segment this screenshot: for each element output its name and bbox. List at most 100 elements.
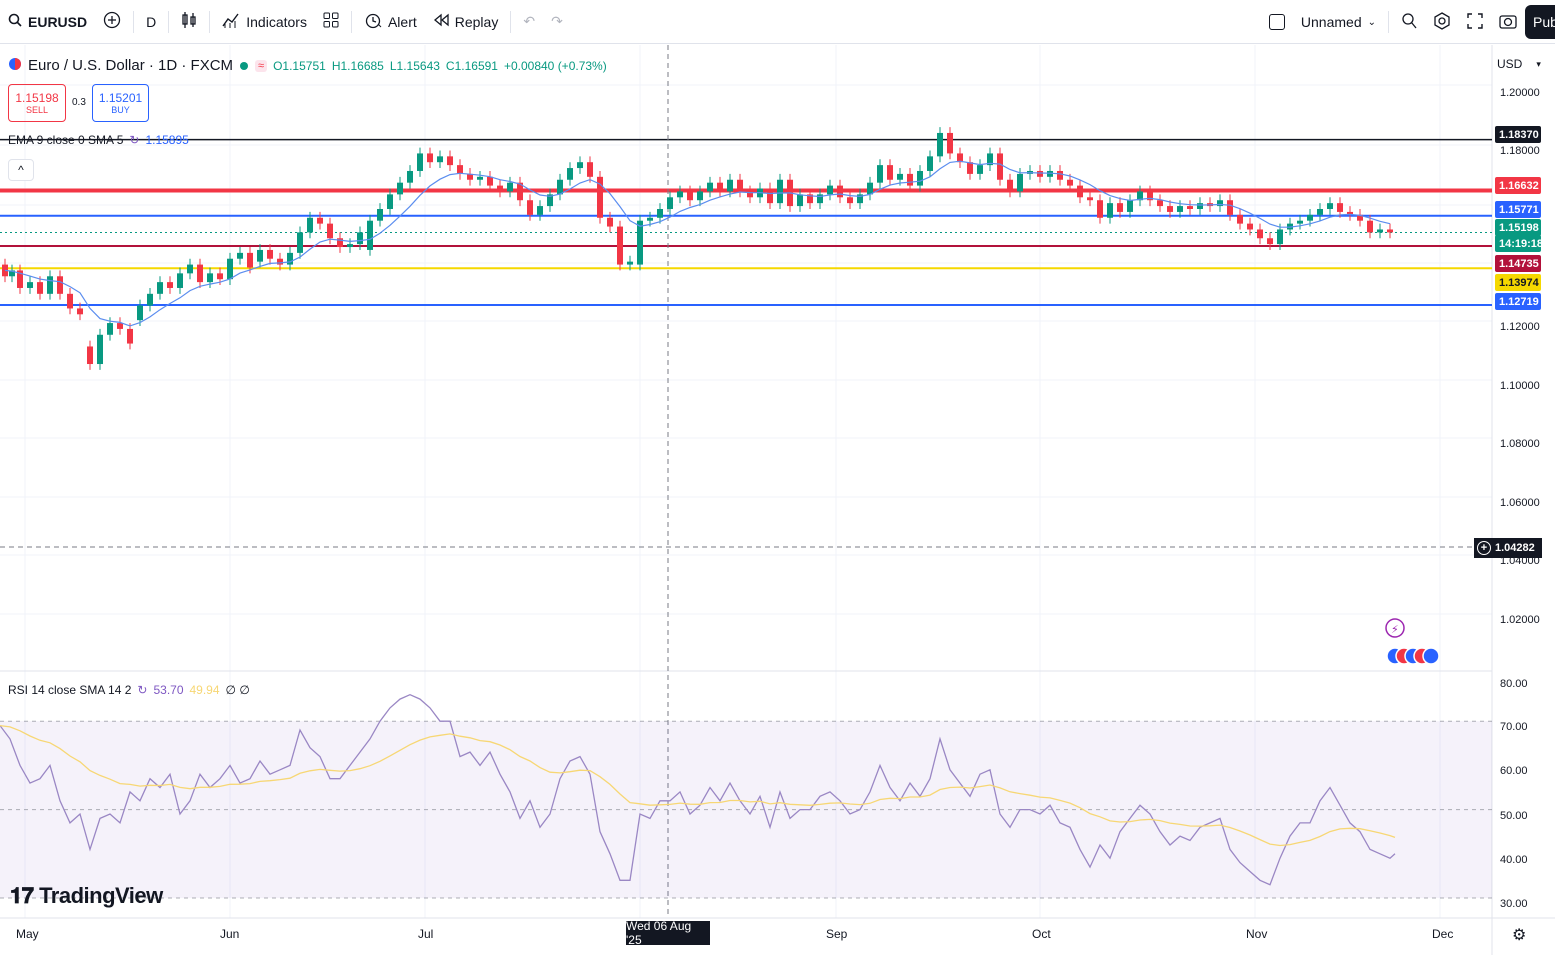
- redo-icon: ↷: [551, 13, 563, 29]
- chart-area[interactable]: ⚡ Euro / U.S. Dollar · 1D · FXCM ≈ O1.15…: [0, 45, 1555, 955]
- candle-body: [17, 270, 23, 288]
- fullscreen-button[interactable]: [1459, 0, 1491, 44]
- candle-body: [237, 252, 243, 259]
- candle-body: [137, 305, 143, 321]
- ema-legend[interactable]: EMA 9 close 0 SMA 5 ↻ 1.15895: [8, 133, 189, 147]
- candle-body: [67, 293, 73, 309]
- time-axis-label: Jun: [220, 927, 240, 941]
- candle-body: [697, 191, 703, 201]
- tradingview-logo: 𝟏𝟕 TradingView: [10, 883, 163, 909]
- layout-button[interactable]: Unnamed ⌄: [1261, 0, 1384, 44]
- candle-body: [427, 153, 433, 163]
- brand-name: TradingView: [39, 883, 163, 908]
- rsi-legend[interactable]: RSI 14 close SMA 14 2 ↻ 53.70 49.94 ∅ ∅: [8, 683, 250, 697]
- candle-body: [217, 273, 223, 280]
- candle-body: [197, 264, 203, 283]
- candle-body: [407, 170, 413, 183]
- candle-body: [467, 173, 473, 180]
- compare-button[interactable]: [95, 0, 129, 44]
- candle-body: [1117, 203, 1123, 212]
- price-tag: 1.13974: [1495, 274, 1541, 291]
- candle-body: [1157, 200, 1163, 207]
- replay-button[interactable]: Replay: [425, 0, 507, 44]
- chart-canvas[interactable]: ⚡: [0, 45, 1555, 955]
- candle-body: [1237, 214, 1243, 224]
- candle-body: [1137, 191, 1143, 201]
- candle-body: [857, 194, 863, 204]
- rsi-line: [0, 693, 1396, 886]
- axis-settings-icon[interactable]: ⚙: [1512, 927, 1527, 944]
- indicators-icon: [222, 11, 240, 32]
- candle-body: [657, 209, 663, 218]
- rsi-axis-label: 80.00: [1500, 678, 1528, 690]
- rewind-icon: [433, 13, 449, 30]
- candle-body: [87, 346, 93, 365]
- candle-body: [1387, 229, 1393, 233]
- buy-label: BUY: [111, 105, 130, 115]
- chevron-down-icon: ▾: [1536, 58, 1541, 69]
- collapse-legend-button[interactable]: ^: [8, 159, 34, 181]
- sell-button[interactable]: 1.15198 SELL: [8, 84, 66, 122]
- quick-search-button[interactable]: [1393, 0, 1425, 44]
- candle-body: [627, 261, 633, 265]
- candle-body: [497, 185, 503, 192]
- rsi-axis-label: 60.00: [1500, 765, 1528, 777]
- settings-button[interactable]: [1425, 0, 1459, 44]
- add-alert-icon[interactable]: +: [1477, 541, 1491, 555]
- ohlc-low: L1.15643: [389, 58, 440, 73]
- candle-body: [1097, 200, 1103, 218]
- candle-body: [167, 282, 173, 288]
- candle-body: [1077, 185, 1083, 198]
- buy-button[interactable]: 1.15201 BUY: [92, 84, 149, 122]
- candle-body: [547, 194, 553, 207]
- data-status-icon: ≈: [255, 59, 268, 72]
- candle-body: [557, 179, 563, 195]
- rsi-axis-label: 70.00: [1500, 721, 1528, 733]
- undo-button[interactable]: ↶: [515, 0, 543, 44]
- lightning-icon: [1385, 618, 1405, 638]
- loading-icon: ↻: [129, 133, 140, 147]
- symbol-title[interactable]: Euro / U.S. Dollar · 1D · FXCM: [28, 57, 234, 74]
- candle-body: [457, 165, 463, 174]
- ohlc-high: H1.16685: [331, 58, 384, 73]
- ohlc-close: C1.16591: [445, 58, 498, 73]
- candle-body: [797, 194, 803, 207]
- candle-body: [1257, 229, 1263, 239]
- indicators-button[interactable]: Indicators: [214, 0, 315, 44]
- divider: [209, 10, 211, 33]
- candle-body: [437, 156, 443, 163]
- price-axis-label: 1.06000: [1500, 497, 1540, 509]
- candle-body: [527, 200, 533, 215]
- undo-icon: ↶: [523, 13, 536, 29]
- interval-button[interactable]: D: [138, 0, 164, 44]
- rsi-value: 53.70: [153, 683, 184, 697]
- candle-body: [357, 232, 363, 245]
- currency-selector[interactable]: USD ▾: [1497, 57, 1541, 71]
- rsi-axis-label: 50.00: [1500, 810, 1528, 822]
- candle-body: [1227, 200, 1233, 215]
- price-tag: 1.18370: [1495, 126, 1541, 143]
- chevron-down-icon: ⌄: [1367, 16, 1376, 28]
- candle-body: [297, 232, 303, 253]
- candle-body: [677, 191, 683, 198]
- alert-button[interactable]: Alert: [356, 0, 425, 44]
- publish-button[interactable]: Pub: [1525, 5, 1555, 39]
- candle-body: [827, 185, 833, 195]
- crosshair-price-tag[interactable]: + 1.04282: [1474, 538, 1542, 558]
- snapshot-button[interactable]: [1491, 0, 1525, 44]
- candle-body: [1177, 206, 1183, 212]
- candle-body: [147, 293, 153, 306]
- divider: [350, 10, 352, 33]
- templates-button[interactable]: [315, 0, 347, 44]
- redo-button[interactable]: ↷: [543, 0, 571, 44]
- main-legend: Euro / U.S. Dollar · 1D · FXCM ≈ O1.1575…: [8, 57, 607, 74]
- symbol-search[interactable]: EURUSD: [0, 0, 95, 44]
- divider: [133, 10, 135, 33]
- candle-body: [587, 162, 593, 177]
- price-tag: 1.15198: [1495, 219, 1541, 236]
- candle-body: [307, 217, 313, 233]
- chart-type-button[interactable]: [173, 0, 205, 44]
- candle-body: [1197, 203, 1203, 209]
- candle-body: [847, 197, 853, 204]
- spread-value: 0.3: [72, 97, 86, 108]
